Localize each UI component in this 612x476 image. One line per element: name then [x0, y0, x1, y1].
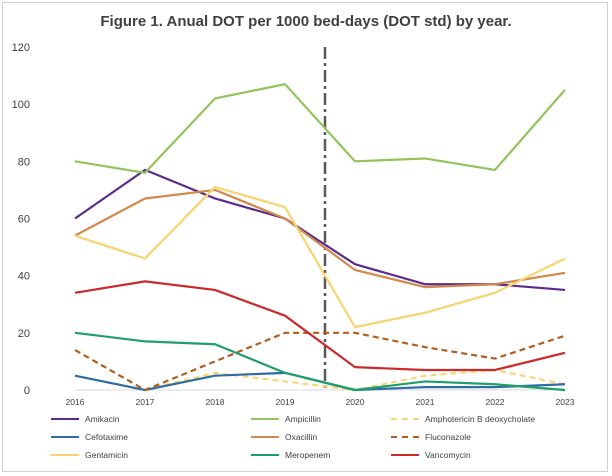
legend-label: Ampicillin [285, 414, 321, 424]
legend-item: Meropenem [251, 448, 330, 462]
y-tick-label: 100 [12, 99, 30, 111]
x-tick-label: 2019 [276, 397, 295, 407]
series-line-gentamicin [74, 185, 566, 329]
chart-title: Figure 1. Anual DOT per 1000 bed-days (D… [100, 13, 512, 30]
legend-swatch [51, 436, 79, 438]
legend-label: Fluconazole [425, 432, 471, 442]
series-line-ampicillin [74, 83, 566, 174]
legend-label: Amikacin [85, 414, 120, 424]
y-tick-label: 0 [24, 385, 30, 397]
y-tick-label: 60 [18, 214, 30, 226]
series-line-fluconazole [74, 331, 566, 392]
y-tick-label: 40 [18, 271, 30, 283]
line-chart: 0 20 40 60 80 100 120 2016 2017 2018 2019 2020 2021 2… [12, 42, 575, 407]
x-tick-label: 2016 [66, 397, 85, 407]
legend-swatch [51, 454, 79, 456]
legend-item: Ampicillin [251, 412, 321, 426]
y-tick-label: 80 [18, 156, 30, 168]
x-tick-label: 2021 [416, 397, 435, 407]
legend-item: Oxacillin [251, 430, 317, 444]
legend-item: Amphotericin B deoxycholate [391, 412, 535, 426]
legend-swatch [251, 418, 279, 420]
legend-swatch [251, 454, 279, 456]
series-line-amikacin [74, 168, 566, 292]
legend-item: Amikacin [51, 412, 119, 426]
legend-item: Cefotaxime [51, 430, 128, 444]
legend-label: Oxacillin [285, 432, 318, 442]
legend-swatch [391, 454, 419, 456]
series-line-oxacillin [74, 188, 566, 289]
legend-label: Vancomycin [425, 450, 471, 460]
legend-label: Gentamicin [85, 450, 128, 460]
chart-legend: Amikacin Ampicillin Amphotericin B deoxych… [3, 408, 609, 472]
legend-label: Meropenem [285, 450, 331, 460]
legend-swatch [391, 418, 419, 420]
legend-swatch [51, 418, 79, 420]
legend-item: Vancomycin [391, 448, 471, 462]
legend-swatch [251, 436, 279, 438]
legend-label: Cefotaxime [85, 432, 128, 442]
series-line-meropenem [74, 331, 566, 392]
x-tick-label: 2023 [556, 397, 575, 407]
chart-frame: Figure 1. Anual DOT per 1000 bed-days (D… [2, 2, 608, 472]
y-tick-label: 20 [18, 328, 30, 340]
legend-item: Fluconazole [391, 430, 471, 444]
y-tick-label: 120 [12, 42, 30, 54]
series-line-vancomycin [74, 280, 566, 372]
x-tick-label: 2022 [486, 397, 505, 407]
legend-label: Amphotericin B deoxycholate [425, 414, 536, 424]
x-tick-label: 2018 [206, 397, 225, 407]
legend-swatch [391, 436, 419, 438]
legend-item: Gentamicin [51, 448, 128, 462]
x-tick-label: 2017 [136, 397, 155, 407]
x-tick-label: 2020 [346, 397, 365, 407]
